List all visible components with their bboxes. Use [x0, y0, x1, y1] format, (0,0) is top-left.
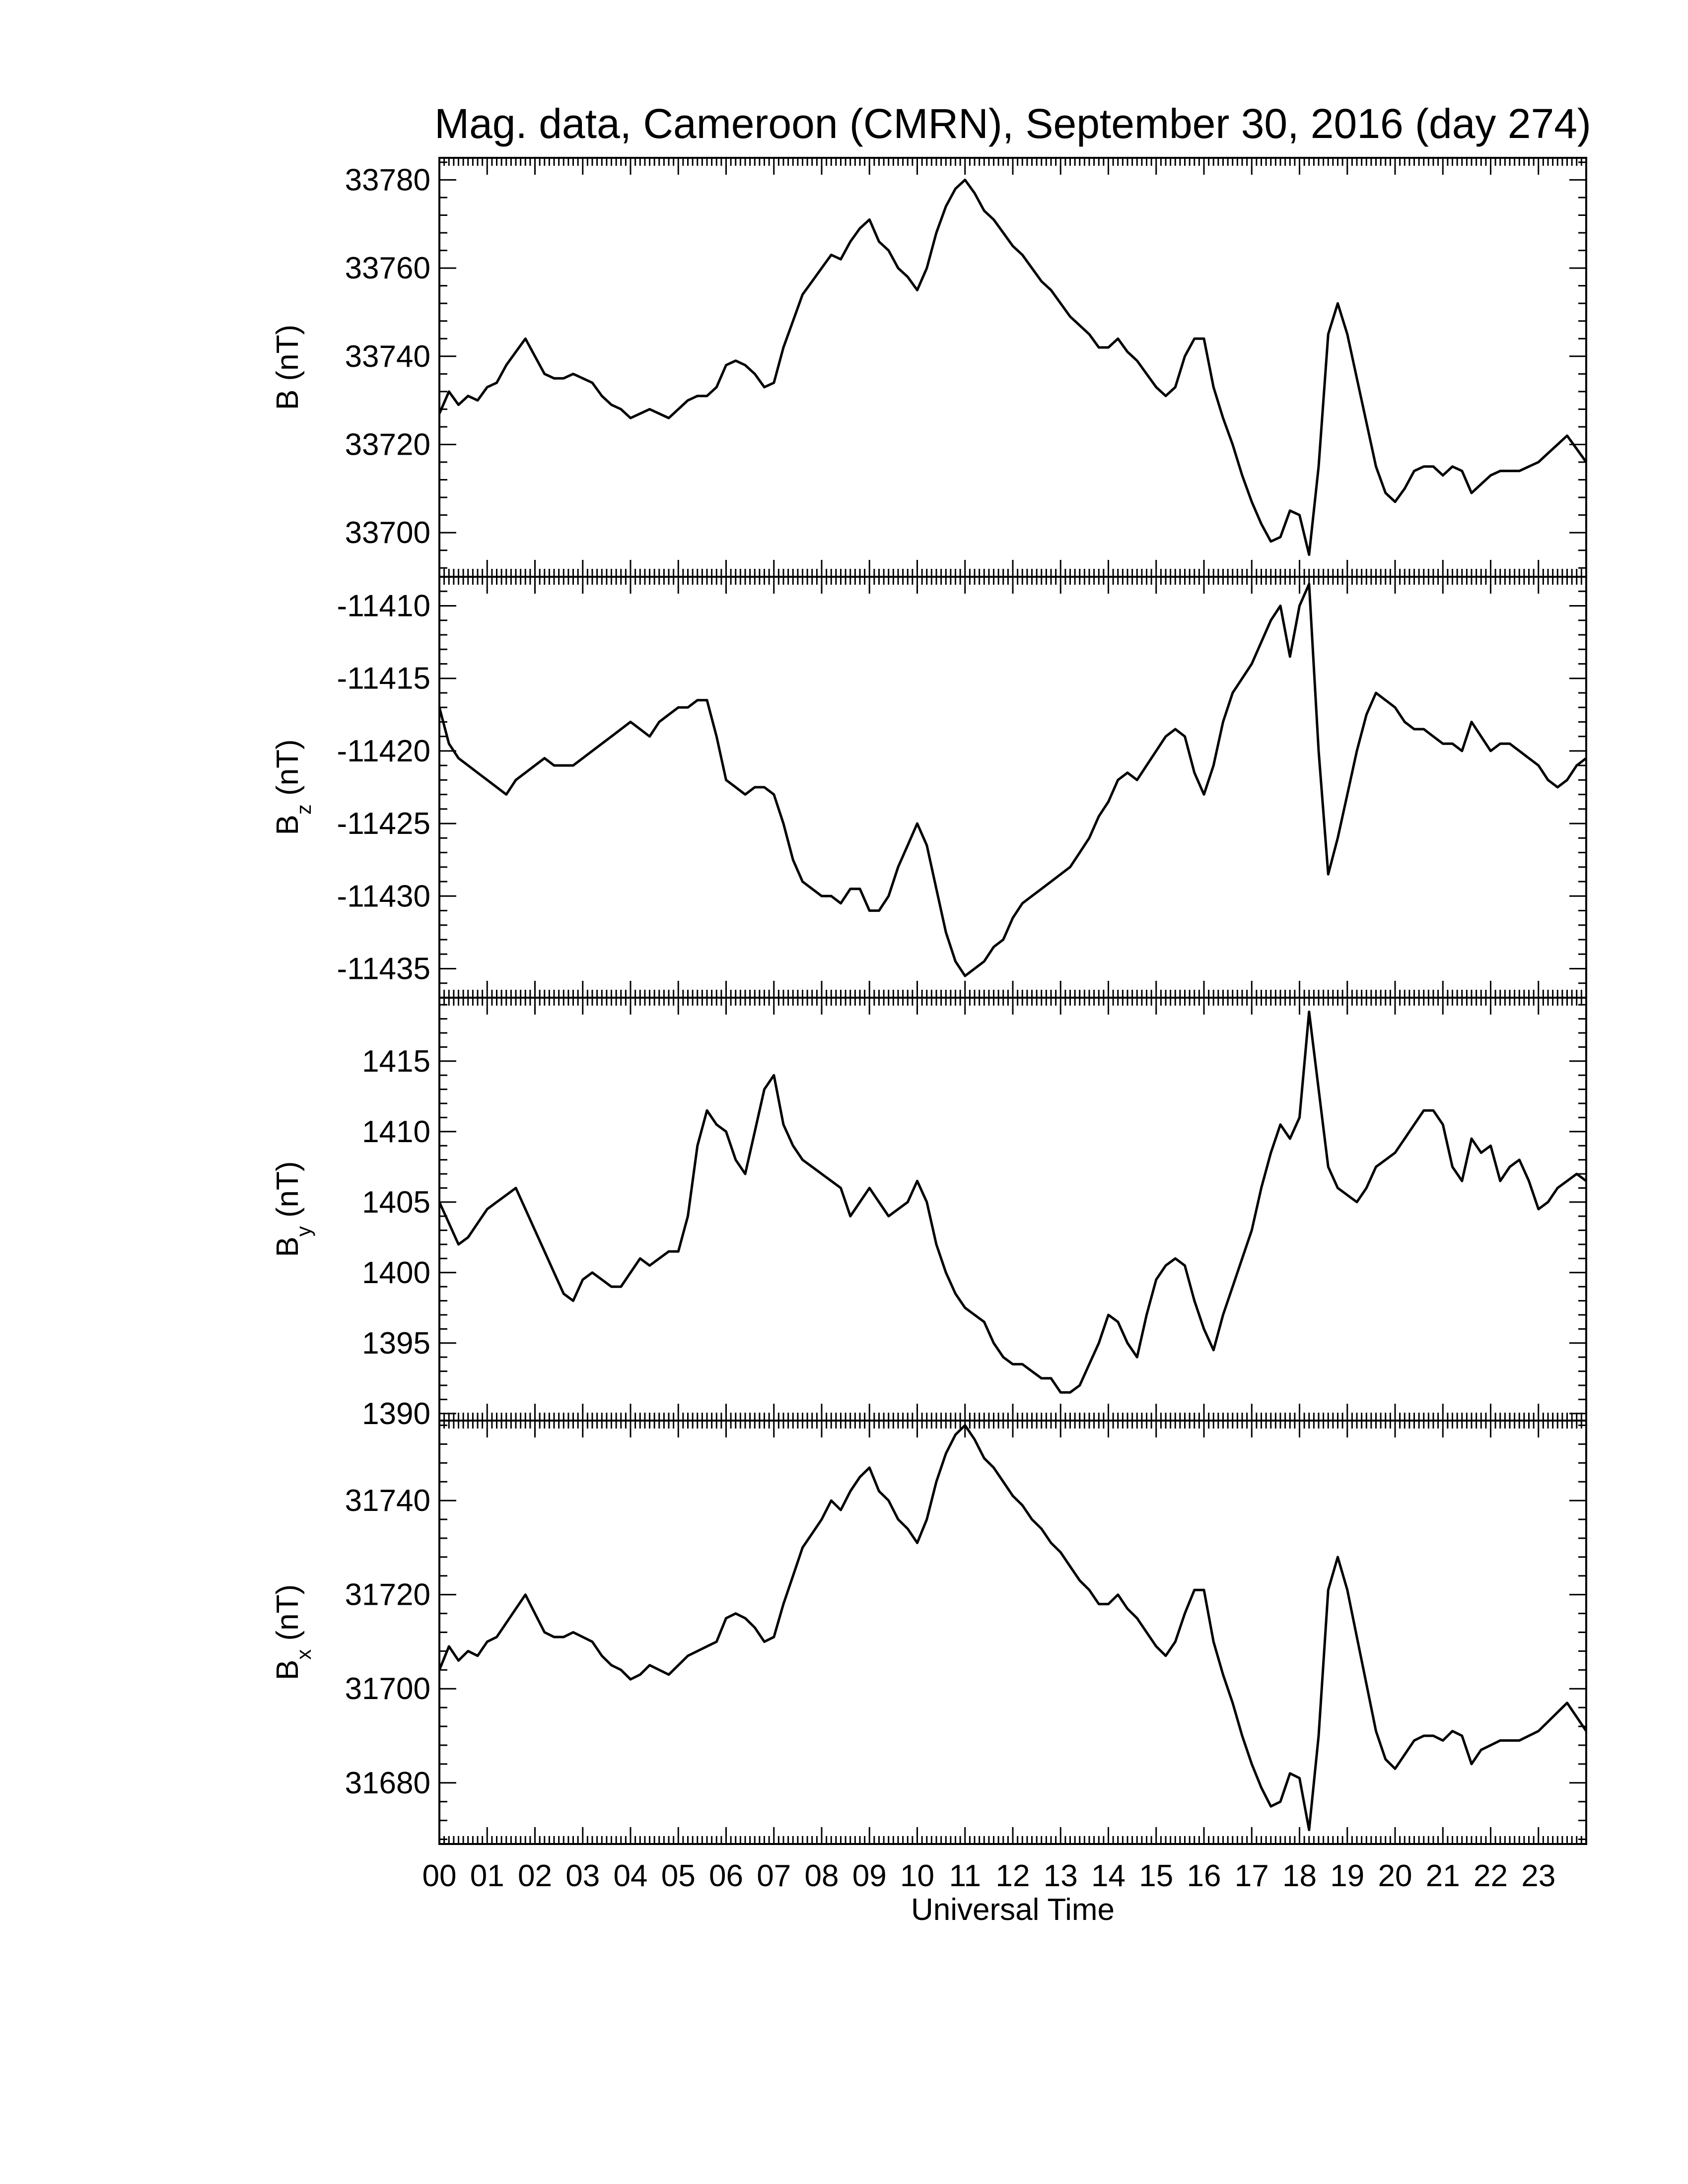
y-tick-label: 33740	[345, 340, 430, 374]
x-axis-label: Universal Time	[911, 1893, 1115, 1927]
x-tick-label: 17	[1235, 1859, 1269, 1893]
y-tick-label: -11430	[337, 879, 430, 913]
y-tick-label: 1405	[362, 1185, 430, 1220]
y-tick-label: 31720	[345, 1578, 430, 1612]
y-tick-label: 1415	[362, 1044, 430, 1079]
panel-4: 31680 31700 31720 31740 Bx (nT)	[271, 1420, 1588, 1845]
x-tick-label: 16	[1187, 1859, 1221, 1893]
x-tick-label: 09	[852, 1859, 887, 1893]
panel-frame	[438, 576, 1587, 999]
x-tick-label: 10	[900, 1859, 934, 1893]
x-tick-label: 18	[1282, 1859, 1317, 1893]
y-tick-label: 33760	[345, 251, 430, 285]
series-line	[438, 178, 1588, 556]
x-tick-label: 21	[1426, 1859, 1460, 1893]
x-tick-label: 05	[661, 1859, 696, 1893]
y-axis-label: Bx (nT)	[271, 1584, 315, 1680]
x-tick-label: 14	[1091, 1859, 1125, 1893]
y-tick-label: 1410	[362, 1115, 430, 1149]
x-tick-label: 23	[1521, 1859, 1555, 1893]
y-tick-label: -11420	[337, 734, 430, 768]
x-tick-label: 03	[565, 1859, 600, 1893]
x-tick-label: 15	[1139, 1859, 1173, 1893]
y-axis-label: Bz (nT)	[271, 739, 315, 835]
panel-frame	[438, 157, 1587, 578]
y-tick-label: 31740	[345, 1484, 430, 1518]
y-tick-label: -11415	[337, 662, 430, 696]
y-tick-label: -11425	[337, 807, 430, 841]
y-tick-label: 1390	[362, 1397, 430, 1431]
series-line	[438, 1424, 1588, 1832]
x-tick-label: 13	[1044, 1859, 1078, 1893]
panel-3: 1390 1395 1400 1405 1410 1415 By (nT)	[271, 997, 1587, 1431]
y-axis-label: B (nT)	[271, 325, 305, 410]
x-tick-label: 07	[757, 1859, 791, 1893]
panel-frame	[438, 1420, 1587, 1845]
x-tick-label: 11	[949, 1859, 981, 1893]
x-tick-label: 04	[614, 1859, 648, 1893]
series-line	[438, 1010, 1587, 1394]
y-tick-label: 33700	[345, 516, 430, 550]
x-tick-label: 22	[1474, 1859, 1508, 1893]
panel-2: -11410 -11415 -11420 -11425 -11430 -11435 Bz (…	[271, 576, 1587, 999]
y-tick-label: -11435	[337, 952, 430, 986]
panel-frame	[438, 997, 1587, 1422]
x-tick-label: 01	[470, 1859, 504, 1893]
x-axis-tick-labels: 00 01 02 03 04 05 06 07 08 09 10 11 12 13 14 15 16 17 18 19…	[422, 1859, 1556, 1893]
y-tick-label: 33720	[345, 427, 430, 462]
chart-title: Mag. data, Cameroon (CMRN), September 30…	[434, 100, 1591, 147]
y-tick-label: 33780	[345, 163, 430, 197]
y-tick-label: -11410	[337, 589, 430, 623]
x-tick-label: 00	[422, 1859, 457, 1893]
y-tick-label: 1400	[362, 1256, 430, 1290]
x-tick-label: 06	[709, 1859, 743, 1893]
y-tick-label: 31700	[345, 1672, 430, 1706]
x-tick-label: 20	[1378, 1859, 1412, 1893]
series-line	[438, 583, 1587, 977]
y-tick-label: 1395	[362, 1326, 430, 1361]
y-tick-label: 31680	[345, 1766, 430, 1800]
panel-1: 33700 33720 33740 33760 33780 B (nT)	[271, 157, 1588, 578]
x-tick-label: 02	[518, 1859, 552, 1893]
x-tick-label: 08	[805, 1859, 839, 1893]
x-tick-label: 12	[996, 1859, 1030, 1893]
y-axis-label: By (nT)	[271, 1161, 315, 1257]
x-tick-label: 19	[1330, 1859, 1364, 1893]
